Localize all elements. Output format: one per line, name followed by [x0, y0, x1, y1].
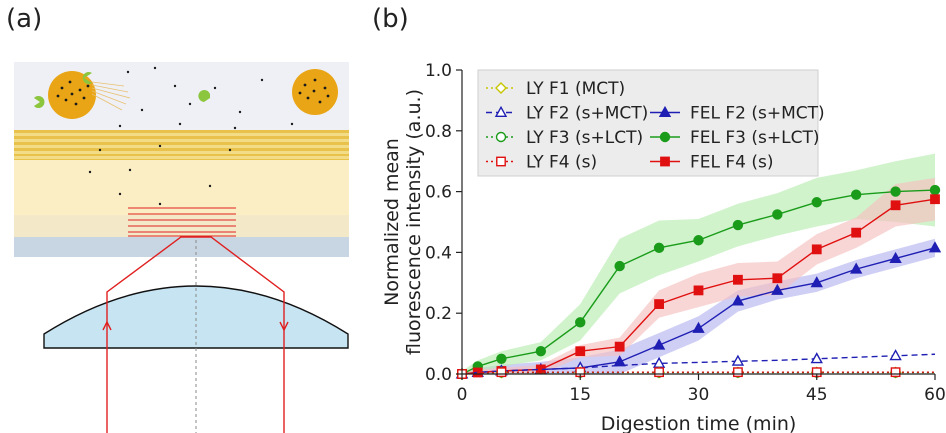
y-axis-label-line2: fluorescence intensity (a.u.) — [403, 89, 425, 355]
lipid-droplet — [292, 69, 338, 115]
x-axis-label: Digestion time (min) — [601, 413, 797, 433]
point-fel-f4-s — [851, 227, 862, 238]
point-ly-f4-s — [654, 367, 664, 378]
legend-marker-fel-f3-s-lct — [659, 131, 671, 143]
objective-lens — [43, 285, 349, 349]
point-fel-f4-s — [575, 346, 586, 357]
band-fel-f2-s-mct- — [462, 238, 935, 374]
point-fel-f2-s-mct — [889, 251, 902, 263]
axes: 0.0 0.2 0.4 0.6 0.8 1.0 0 15 30 45 60 — [425, 61, 946, 405]
legend-label-ly-f2-s-mct: LY F2 (s+MCT) — [526, 104, 648, 124]
arrow-up-icon — [102, 320, 112, 331]
dye-particles — [56, 66, 330, 206]
point-fel-f2-s-mct — [692, 321, 705, 333]
point-fel-f3-s-lct — [614, 260, 625, 272]
evanescent-field — [128, 207, 236, 237]
line-fel-f4-s — [461, 198, 936, 375]
point-fel-f4-s — [811, 244, 822, 255]
point-ly-f4-s — [733, 367, 743, 378]
point-ly-f4-s — [890, 367, 901, 378]
point-ly-f2-s-mct — [810, 352, 823, 364]
point-fel-f3-s-lct — [732, 219, 744, 231]
legend-marker-ly-f4-s — [496, 156, 506, 167]
point-ly-f2-s-mct — [731, 354, 745, 366]
point-fel-f3-s-lct — [890, 186, 901, 197]
legend-label-fel-f3-s-lct: FEL F3 (s+LCT) — [690, 128, 819, 148]
legend-marker-ly-f2-s-mct — [494, 105, 508, 118]
point-fel-f4-s — [733, 274, 743, 285]
confidence-bands — [462, 153, 935, 374]
point-fel-f4-s — [772, 273, 783, 284]
point-fel-f2-s-mct — [810, 276, 823, 288]
band-fel-f4-s- — [462, 177, 935, 374]
panel-label-b: (b) — [372, 4, 409, 34]
point-fel-f3-s-lct — [496, 353, 507, 364]
point-fel-f4-s — [693, 285, 704, 296]
mucus-layer — [14, 160, 349, 215]
y-tick-label: 0.4 — [425, 243, 452, 263]
point-fel-f3-s-lct — [929, 184, 941, 196]
point-fel-f3-s-lct — [772, 209, 783, 220]
laser-beam — [106, 236, 285, 433]
legend-marker-ly-f3-s-lct — [495, 131, 507, 143]
point-fel-f3-s-lct — [653, 242, 665, 254]
y-tick-label: 0.0 — [425, 365, 452, 385]
point-fel-f2-s-mct — [771, 283, 784, 295]
legend-box — [477, 69, 819, 177]
membrane-layers — [14, 130, 349, 160]
x-tick-label: 45 — [806, 385, 828, 405]
arrow-down-icon — [279, 321, 289, 332]
point-fel-f2-s-mct — [652, 338, 666, 350]
legend-label-ly-f1-mct: LY F1 (MCT) — [526, 79, 625, 99]
y-tick-label: 0.6 — [425, 183, 452, 203]
point-fel-f2-s-mct — [731, 294, 745, 306]
x-tick-label: 60 — [924, 385, 946, 405]
line-fel-f3-s-lct — [461, 189, 936, 375]
lipase-enzymes — [34, 72, 210, 108]
point-ly-f2-s-mct — [889, 349, 902, 361]
point-fel-f3-s-lct — [693, 235, 704, 246]
legend-label-ly-f4-s: LY F4 (s) — [526, 153, 597, 173]
legend-label-ly-f3-s-lct: LY F3 (s+LCT) — [526, 128, 643, 148]
y-axis-label-line1: Normalized mean — [381, 138, 403, 306]
point-fel-f4-s — [930, 194, 940, 205]
y-tick-label: 0.8 — [425, 122, 452, 142]
x-tick-label: 0 — [457, 385, 468, 405]
legend-label-fel-f4-s: FEL F4 (s) — [690, 153, 774, 173]
point-fel-f2-s-mct — [613, 355, 626, 367]
point-fel-f3-s-lct — [850, 189, 862, 200]
x-tick-label: 15 — [569, 385, 591, 405]
y-tick-label: 0.2 — [425, 304, 452, 324]
glass-substrate — [14, 237, 349, 257]
point-fel-f2-s-mct — [849, 262, 863, 274]
point-fel-f3-s-lct — [811, 197, 822, 208]
point-fel-f4-s — [654, 299, 664, 309]
x-tick-label: 30 — [688, 385, 710, 405]
panel-label-a: (a) — [6, 4, 43, 34]
point-fel-f4-s — [890, 200, 901, 211]
legend-marker-fel-f4-s — [660, 156, 670, 167]
point-fel-f3-s-lct — [535, 346, 547, 357]
point-fel-f4-s — [614, 341, 625, 352]
legend-marker-fel-f2-s-mct — [658, 105, 672, 118]
legend-marker-ly-f1-mct — [495, 82, 507, 94]
line-ly-f4-s — [461, 371, 935, 375]
point-fel-f2-s-mct — [928, 241, 942, 253]
legend-label-fel-f2-s-mct: FEL F2 (s+MCT) — [690, 104, 825, 124]
y-tick-label: 1.0 — [425, 61, 452, 81]
release-streaks — [91, 81, 131, 111]
point-ly-f4-s — [496, 367, 507, 378]
point-fel-f3-s-lct — [575, 317, 586, 328]
legend: LY F1 (MCT) LY F2 (s+MCT) FEL F2 (s+MCT) LY… — [477, 69, 825, 177]
